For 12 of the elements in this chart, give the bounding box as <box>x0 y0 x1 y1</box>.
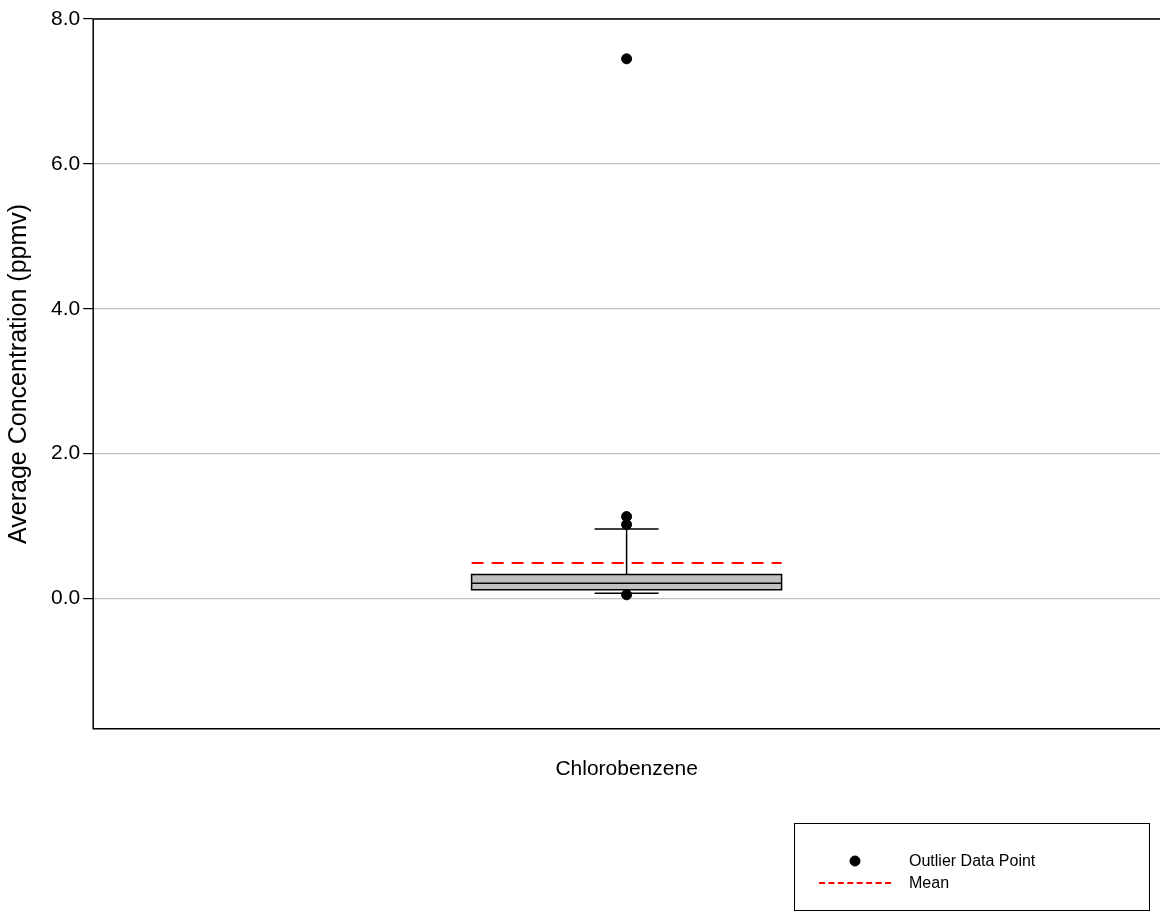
y-tick-label: 0.0 <box>50 585 81 609</box>
y-axis-title: Average Concentration (ppmv) <box>2 203 31 544</box>
text: Outlier Data Point <box>909 852 1036 870</box>
y-tick-label: 2.0 <box>50 440 81 464</box>
y-tick-label: 4.0 <box>50 295 81 319</box>
point <box>621 589 633 601</box>
x-tick-label: Chlorobenzene <box>555 756 698 780</box>
point <box>621 519 633 531</box>
y-tick-label: 6.0 <box>50 150 81 174</box>
point <box>621 53 633 65</box>
y-tick-label: 8.0 <box>50 5 81 29</box>
legend-label: Mean <box>909 874 950 892</box>
